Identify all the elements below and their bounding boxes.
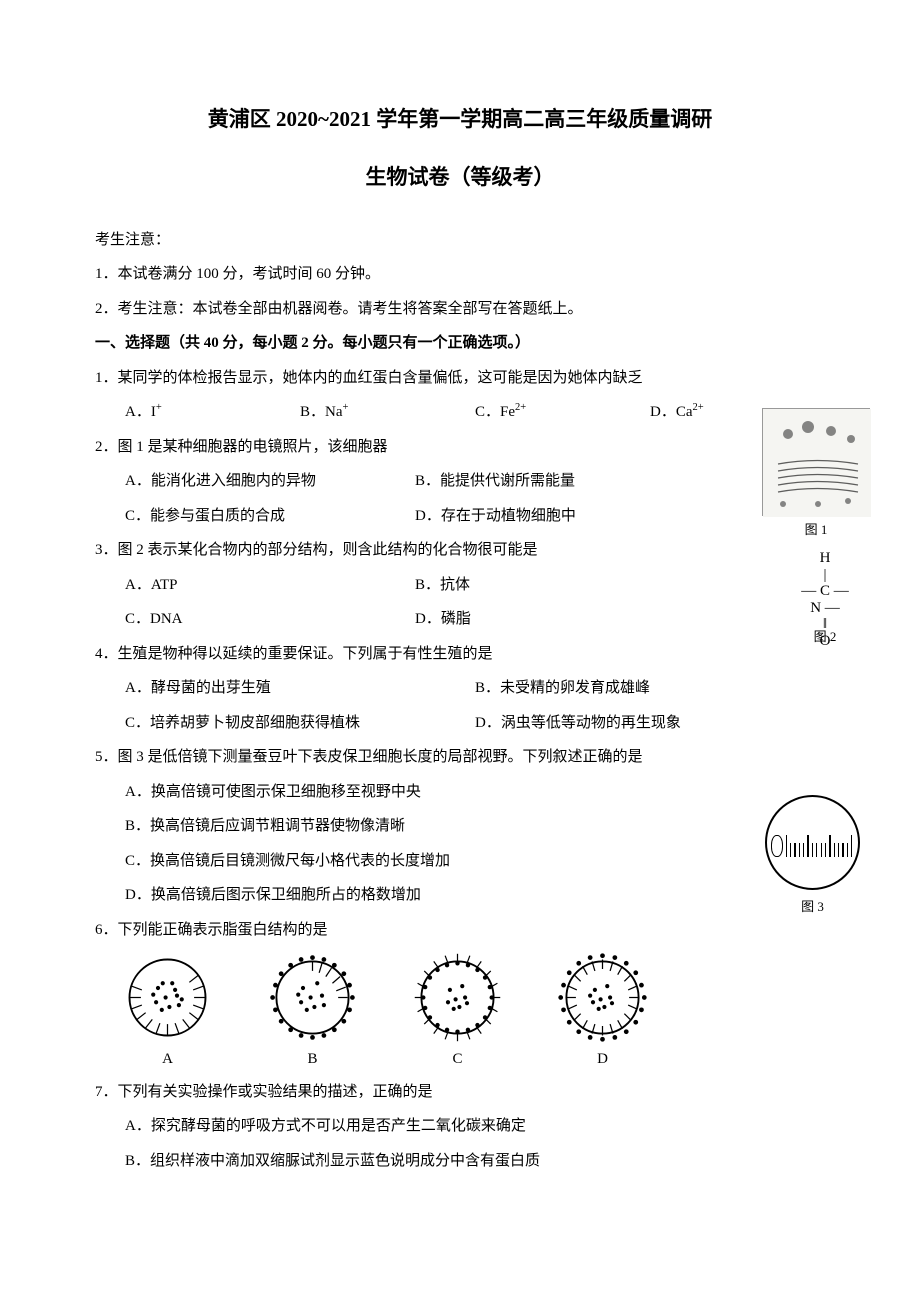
figure-2: H | — C — N — ‖ O 图 2: [780, 550, 870, 650]
q6-label-b: B: [265, 1045, 360, 1074]
q4-opt-b: B．未受精的卵发育成雄峰: [475, 674, 825, 703]
q1-opt-a: A．I+: [125, 398, 300, 427]
figure-1-image: [762, 408, 870, 516]
q6-images-row: A: [95, 950, 825, 1074]
q6-lipo-c: [410, 950, 505, 1045]
q6-lipo-a: [120, 950, 215, 1045]
q5-opt-a: A．换高倍镜可使图示保卫细胞移至视野中央: [95, 778, 705, 807]
q4-opt-a: A．酵母菌的出芽生殖: [125, 674, 475, 703]
figure-2-caption: 图 2: [780, 625, 870, 650]
q2-options-row1: A．能消化进入细胞内的异物 B．能提供代谢所需能量: [95, 467, 705, 496]
q7-opt-a: A．探究酵母菌的呼吸方式不可以用是否产生二氧化碳来确定: [95, 1112, 825, 1141]
q2-opt-d: D．存在于动植物细胞中: [415, 502, 705, 531]
q4-stem: 4．生殖是物种得以延续的重要保证。下列属于有性生殖的是: [95, 640, 825, 669]
q1-stem: 1．某同学的体检报告显示，她体内的血红蛋白含量偏低，这可能是因为她体内缺乏: [95, 364, 825, 393]
q3-opt-c: C．DNA: [125, 605, 415, 634]
q2-stem: 2．图 1 是某种细胞器的电镜照片，该细胞器: [95, 433, 705, 462]
q3-options-row2: C．DNA D．磷脂: [95, 605, 705, 634]
q5-stem: 5．图 3 是低倍镜下测量蚕豆叶下表皮保卫细胞长度的局部视野。下列叙述正确的是: [95, 743, 705, 772]
fig2-h: H: [795, 550, 855, 567]
q6-lipo-b: [265, 950, 360, 1045]
q3-opt-a: A．ATP: [125, 571, 415, 600]
q6-label-c: C: [410, 1045, 505, 1074]
q6-lipo-d: [555, 950, 650, 1045]
q3-options-row1: A．ATP B．抗体: [95, 571, 705, 600]
q4-opt-c: C．培养胡萝卜韧皮部细胞获得植株: [125, 709, 475, 738]
title-sub: 生物试卷（等级考）: [95, 158, 825, 198]
q3-opt-d: D．磷脂: [415, 605, 705, 634]
q2-opt-a: A．能消化进入细胞内的异物: [125, 467, 415, 496]
notice-header: 考生注意：: [95, 226, 825, 255]
q3-stem: 3．图 2 表示某化合物内的部分结构，则含此结构的化合物很可能是: [95, 536, 705, 565]
q2-options-row2: C．能参与蛋白质的合成 D．存在于动植物细胞中: [95, 502, 705, 531]
title-main: 黄浦区 2020~2021 学年第一学期高二高三年级质量调研: [95, 100, 825, 140]
q6-item-a: A: [120, 950, 215, 1074]
figure-1: 图 1: [762, 408, 870, 543]
figure-3-image: [763, 795, 863, 895]
figure-2-structure: H | — C — N — ‖ O: [795, 550, 855, 625]
q5-opt-b: B．换高倍镜后应调节粗调节器使物像清晰: [95, 812, 705, 841]
q6-item-c: C: [410, 950, 505, 1074]
figure-1-caption: 图 1: [762, 518, 870, 543]
fig2-mid: — C — N —: [795, 583, 855, 616]
q4-options-row2: C．培养胡萝卜韧皮部细胞获得植株 D．涡虫等低等动物的再生现象: [95, 709, 825, 738]
q6-label-a: A: [120, 1045, 215, 1074]
figure-3-caption: 图 3: [755, 895, 870, 920]
notice-line-1: 1．本试卷满分 100 分，考试时间 60 分钟。: [95, 260, 825, 289]
section-1-header: 一、选择题（共 40 分，每小题 2 分。每小题只有一个正确选项。）: [95, 329, 825, 358]
notice-line-2: 2．考生注意：本试卷全部由机器阅卷。请考生将答案全部写在答题纸上。: [95, 295, 825, 324]
q4-options-row1: A．酵母菌的出芽生殖 B．未受精的卵发育成雄峰: [95, 674, 825, 703]
figure-3: 图 3: [755, 795, 870, 920]
q6-item-b: B: [265, 950, 360, 1074]
q6-label-d: D: [555, 1045, 650, 1074]
q4-opt-d: D．涡虫等低等动物的再生现象: [475, 709, 825, 738]
q1-options: A．I+ B．Na+ C．Fe2+ D．Ca2+: [95, 398, 825, 427]
q5-opt-d: D．换高倍镜后图示保卫细胞所占的格数增加: [95, 881, 705, 910]
fig2-bond1: |: [795, 567, 855, 584]
q6-item-d: D: [555, 950, 650, 1074]
q3-opt-b: B．抗体: [415, 571, 705, 600]
q2-opt-b: B．能提供代谢所需能量: [415, 467, 705, 496]
q7-stem: 7．下列有关实验操作或实验结果的描述，正确的是: [95, 1078, 825, 1107]
q1-opt-b: B．Na+: [300, 398, 475, 427]
q5-opt-c: C．换高倍镜后目镜测微尺每小格代表的长度增加: [95, 847, 705, 876]
q1-opt-c: C．Fe2+: [475, 398, 650, 427]
q7-opt-b: B．组织样液中滴加双缩脲试剂显示蓝色说明成分中含有蛋白质: [95, 1147, 825, 1176]
q2-opt-c: C．能参与蛋白质的合成: [125, 502, 415, 531]
q6-stem: 6．下列能正确表示脂蛋白结构的是: [95, 916, 825, 945]
